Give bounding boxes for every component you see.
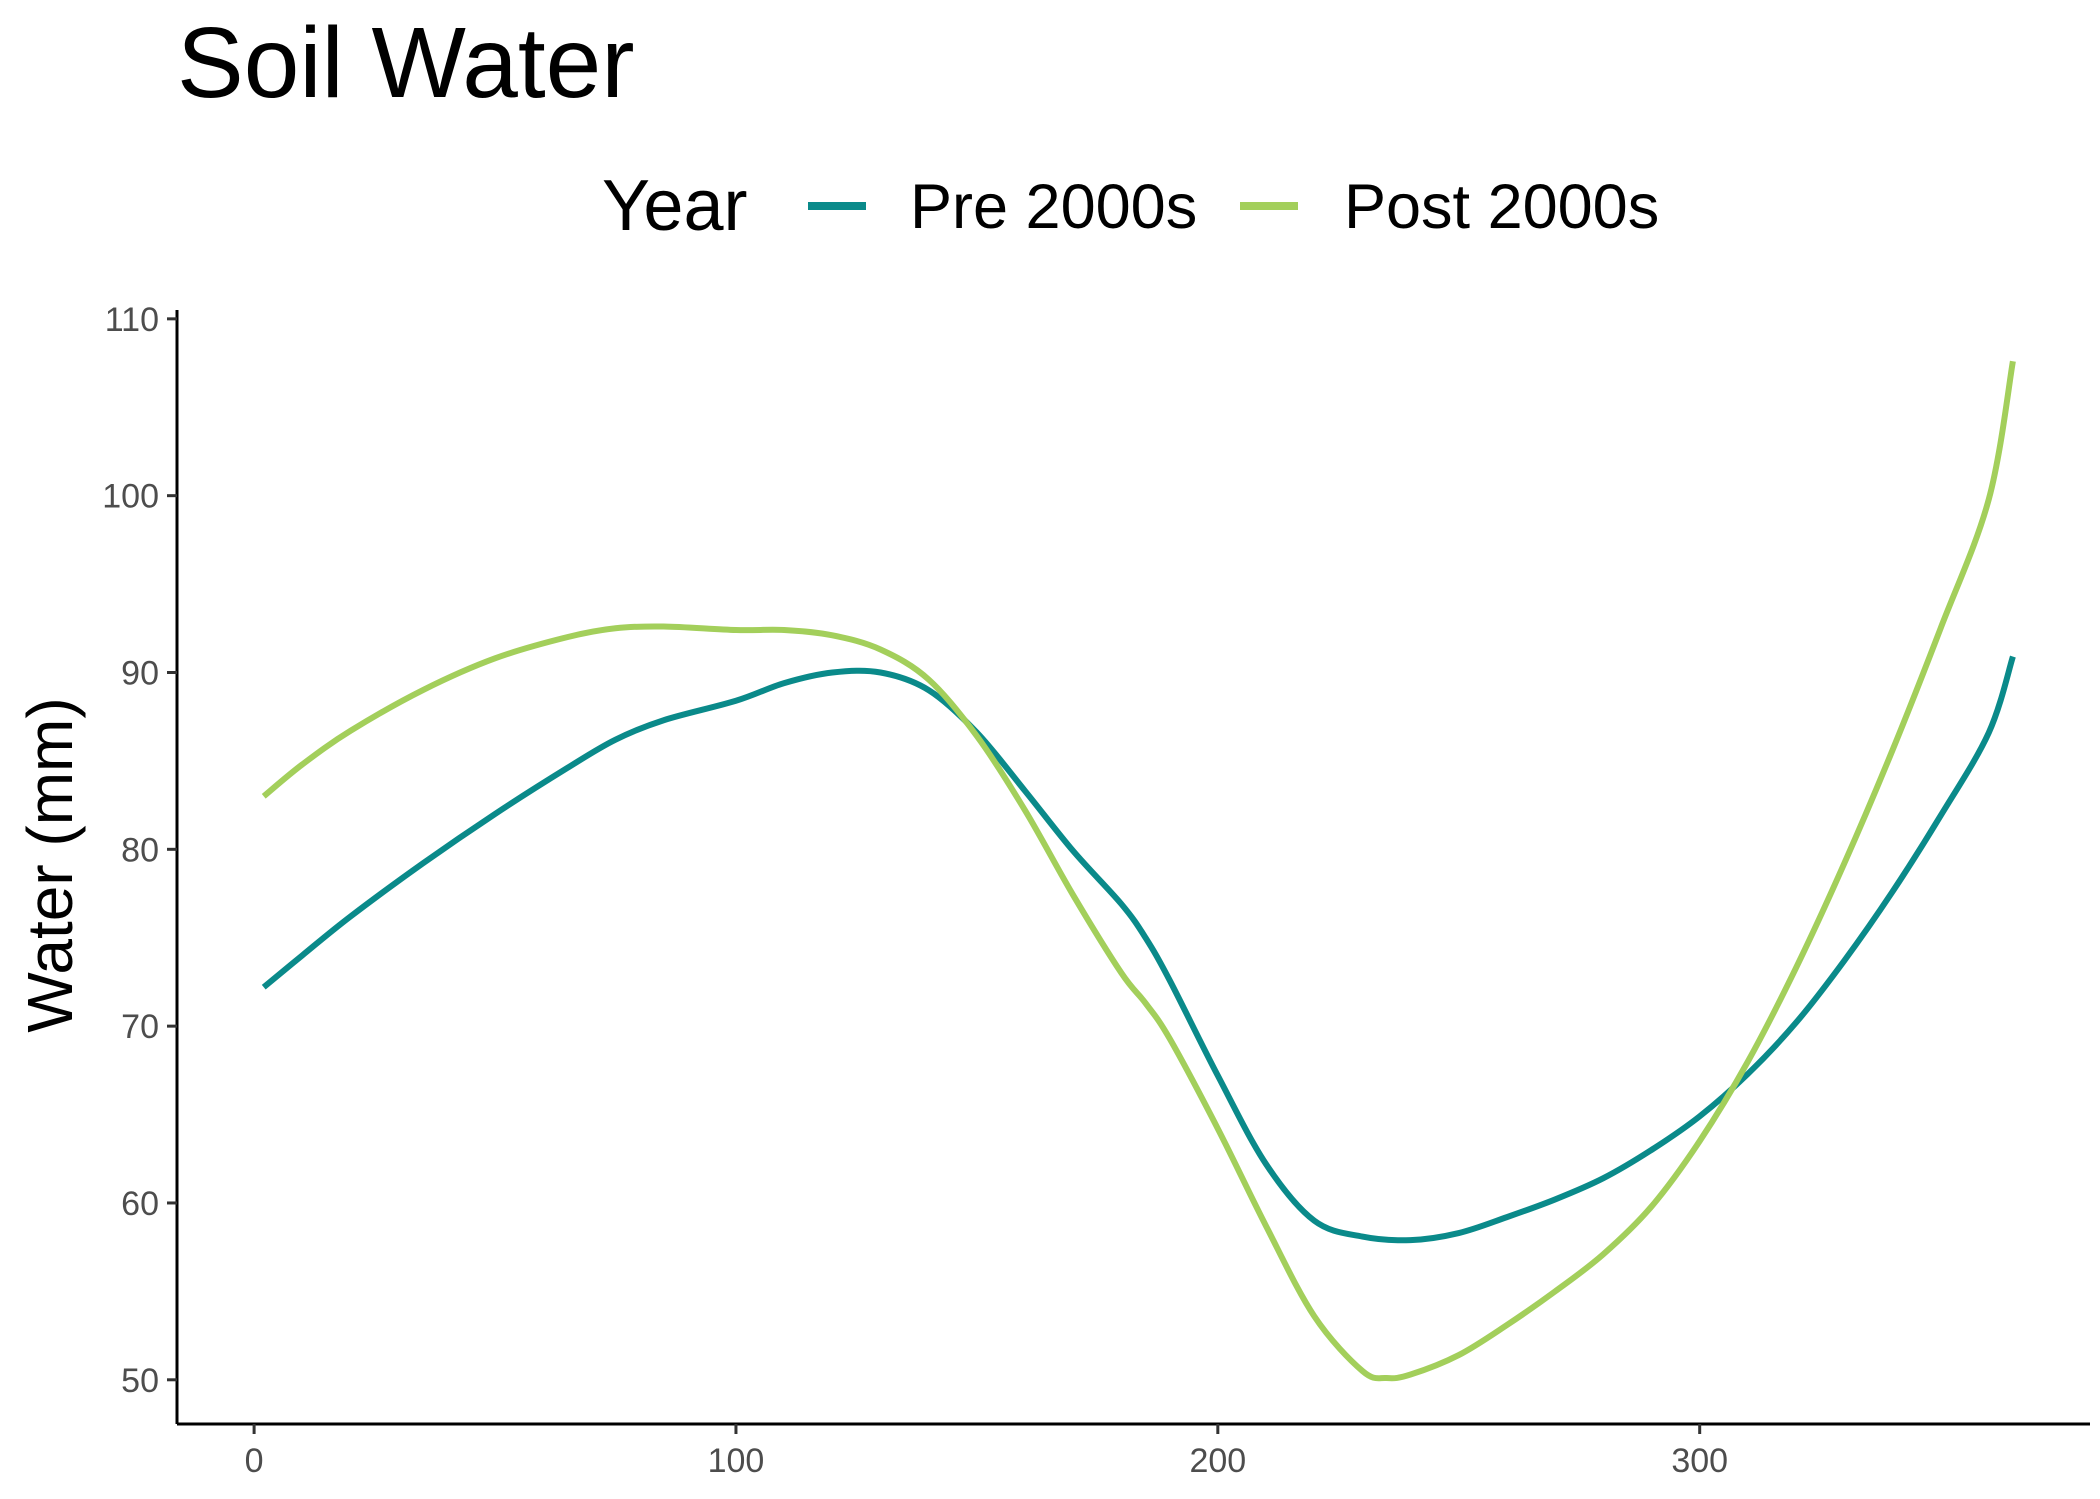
y-tick-label: 50 [121,1362,159,1400]
y-tick-label: 90 [121,654,159,692]
x-tick-label: 300 [1671,1442,1728,1480]
axes: 50 60 70 80 90 100 110 0 100 200 300 [102,301,2090,1480]
series-line-pre-2000s [261,655,2016,1244]
y-tick-label: 80 [121,831,159,869]
x-axis-ticks: 0 100 200 300 [245,1424,1728,1480]
x-tick-label: 200 [1189,1442,1246,1480]
y-tick-label: 110 [105,301,159,339]
y-axis-ticks: 50 60 70 80 90 100 110 [102,301,177,1400]
plot-area [261,360,2016,1382]
y-tick-label: 100 [102,478,159,516]
legend-label: Pre 2000s [910,172,1197,242]
legend-item-pre-2000s: Pre 2000s [808,172,1197,242]
y-tick-label: 70 [121,1008,159,1046]
legend-label: Post 2000s [1344,172,1659,242]
legend-title: Year [602,166,747,246]
y-tick-label: 60 [121,1185,159,1223]
chart-title: Soil Water [177,7,635,119]
y-axis-title: Water (mm) [14,697,86,1032]
x-tick-label: 0 [245,1442,264,1480]
series-line-post-2000s [261,360,2016,1382]
x-tick-label: 100 [708,1442,765,1480]
legend: Year Pre 2000s Post 2000s [602,166,1659,246]
legend-item-post-2000s: Post 2000s [1240,172,1659,242]
